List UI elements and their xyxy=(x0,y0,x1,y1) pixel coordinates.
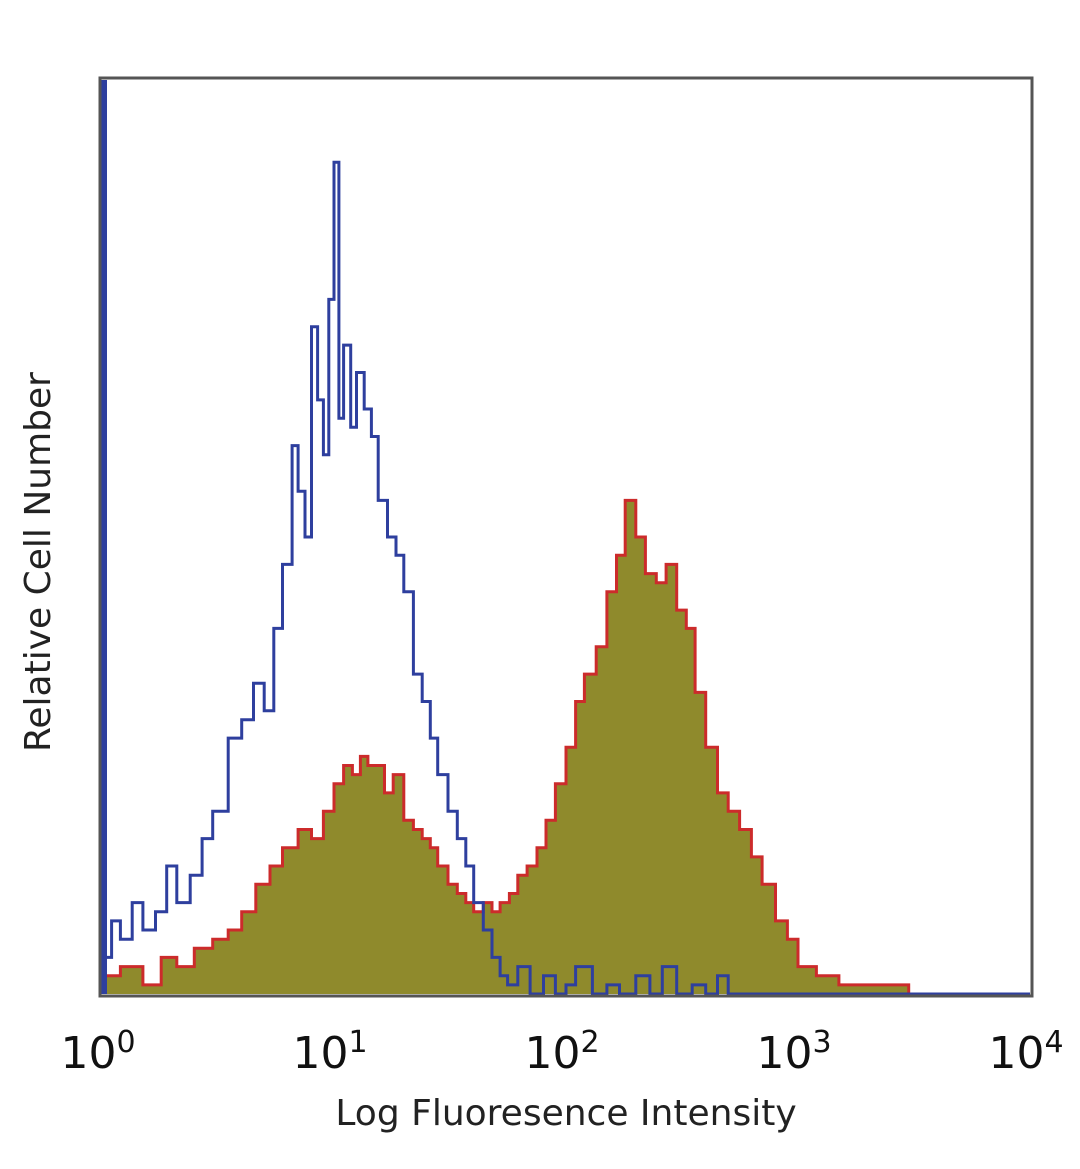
x-tick-label-4: 104 xyxy=(988,1025,1063,1079)
y-axis-title: Relative Cell Number xyxy=(18,372,59,752)
series-1-line xyxy=(102,498,1030,996)
x-tick-label-1: 101 xyxy=(292,1025,367,1079)
series-0-line xyxy=(102,160,1030,996)
plot-area xyxy=(101,80,1030,996)
x-tick-label-2: 102 xyxy=(524,1025,599,1079)
x-tick-label-0: 100 xyxy=(60,1025,135,1079)
x-axis-title: Log Fluoresence Intensity xyxy=(335,1093,796,1134)
x-axis-ticks: 100 101 102 103 104 xyxy=(60,1025,1063,1079)
plot-frame xyxy=(98,76,1034,998)
x-tick-label-3: 103 xyxy=(756,1025,831,1079)
